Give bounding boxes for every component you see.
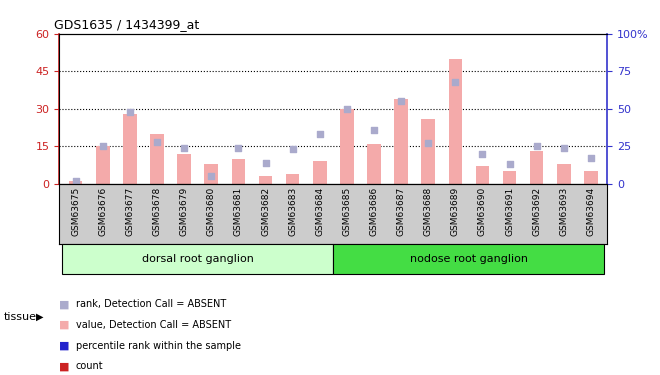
Text: GSM63692: GSM63692 <box>532 187 541 236</box>
Text: GSM63689: GSM63689 <box>451 187 460 236</box>
Text: percentile rank within the sample: percentile rank within the sample <box>76 340 241 351</box>
Bar <box>584 171 598 184</box>
Text: GSM63682: GSM63682 <box>261 187 270 236</box>
Bar <box>557 164 571 184</box>
Bar <box>259 176 273 184</box>
Text: GSM63676: GSM63676 <box>98 187 108 236</box>
Bar <box>422 119 435 184</box>
Text: GSM63681: GSM63681 <box>234 187 243 236</box>
Point <box>450 79 461 85</box>
Text: ■: ■ <box>59 340 70 351</box>
Text: ▶: ▶ <box>36 312 44 322</box>
Bar <box>530 151 543 184</box>
Text: rank, Detection Call = ABSENT: rank, Detection Call = ABSENT <box>76 299 226 309</box>
Point <box>179 145 189 151</box>
Text: GSM63677: GSM63677 <box>125 187 135 236</box>
Text: GSM63679: GSM63679 <box>180 187 189 236</box>
Point <box>369 127 380 133</box>
Point <box>287 146 298 152</box>
Bar <box>69 181 82 184</box>
Text: GSM63693: GSM63693 <box>559 187 568 236</box>
Text: GSM63685: GSM63685 <box>343 187 351 236</box>
Bar <box>340 109 354 184</box>
Text: ■: ■ <box>59 299 70 309</box>
Text: ■: ■ <box>59 320 70 330</box>
Point <box>342 106 352 112</box>
Text: ■: ■ <box>59 361 70 371</box>
Text: count: count <box>76 361 104 371</box>
Point <box>423 140 434 146</box>
Bar <box>367 144 381 184</box>
Text: GSM63691: GSM63691 <box>505 187 514 236</box>
Text: GSM63690: GSM63690 <box>478 187 487 236</box>
Text: GSM63688: GSM63688 <box>424 187 433 236</box>
Point <box>504 161 515 167</box>
Text: GSM63687: GSM63687 <box>397 187 406 236</box>
Bar <box>62 244 333 274</box>
Point <box>152 139 162 145</box>
Text: tissue: tissue <box>3 312 36 322</box>
Bar <box>313 161 327 184</box>
Point <box>314 131 325 137</box>
Point <box>477 151 488 157</box>
Bar <box>476 166 489 184</box>
Point <box>98 143 108 149</box>
Point <box>233 145 244 151</box>
Text: GSM63684: GSM63684 <box>315 187 324 236</box>
Bar <box>178 154 191 184</box>
Point <box>125 109 135 115</box>
Point <box>531 143 542 149</box>
Bar <box>232 159 245 184</box>
Bar <box>449 59 462 184</box>
Text: GSM63694: GSM63694 <box>587 187 595 236</box>
Text: GSM63680: GSM63680 <box>207 187 216 236</box>
Text: nodose root ganglion: nodose root ganglion <box>410 254 528 264</box>
Bar <box>123 114 137 184</box>
Bar <box>96 146 110 184</box>
Text: GSM63678: GSM63678 <box>152 187 162 236</box>
Bar <box>150 134 164 184</box>
Point <box>260 160 271 166</box>
Bar <box>205 164 218 184</box>
Bar <box>333 244 605 274</box>
Point <box>585 155 596 161</box>
Point <box>396 98 407 104</box>
Text: dorsal root ganglion: dorsal root ganglion <box>142 254 253 264</box>
Bar <box>286 174 300 184</box>
Text: GSM63686: GSM63686 <box>370 187 378 236</box>
Text: GSM63683: GSM63683 <box>288 187 297 236</box>
Point <box>71 178 81 184</box>
Bar <box>503 171 516 184</box>
Bar <box>394 99 408 184</box>
Text: GSM63675: GSM63675 <box>71 187 80 236</box>
Point <box>206 173 216 179</box>
Point <box>558 145 569 151</box>
Text: value, Detection Call = ABSENT: value, Detection Call = ABSENT <box>76 320 231 330</box>
Text: GDS1635 / 1434399_at: GDS1635 / 1434399_at <box>54 18 199 31</box>
